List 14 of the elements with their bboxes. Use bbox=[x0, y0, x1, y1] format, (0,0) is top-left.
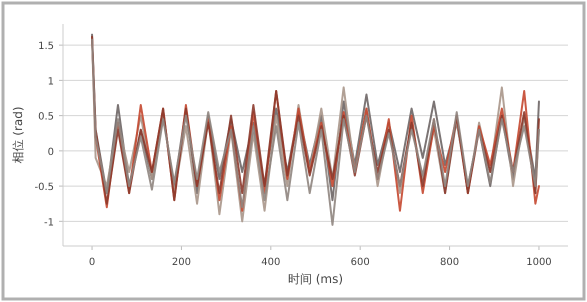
y-tick-label: 0 bbox=[48, 146, 54, 158]
x-tick-label: 400 bbox=[261, 257, 280, 268]
y-tick-label: 1 bbox=[48, 76, 54, 88]
x-tick-label: 1000 bbox=[526, 257, 552, 268]
y-tick-label: 1.5 bbox=[38, 41, 54, 52]
y-tick-label: 0.5 bbox=[38, 112, 54, 123]
y-tick-label: -0.5 bbox=[34, 182, 54, 194]
y-axis-title: 相位 (rad) bbox=[11, 106, 25, 164]
y-tick-label: -1 bbox=[44, 217, 54, 228]
x-tick-label: 200 bbox=[172, 257, 191, 268]
x-tick-label: 600 bbox=[350, 257, 370, 268]
x-tick-label: 800 bbox=[440, 257, 460, 268]
x-axis-title: 时间 (ms) bbox=[288, 272, 344, 286]
x-tick-label: 0 bbox=[88, 257, 96, 268]
